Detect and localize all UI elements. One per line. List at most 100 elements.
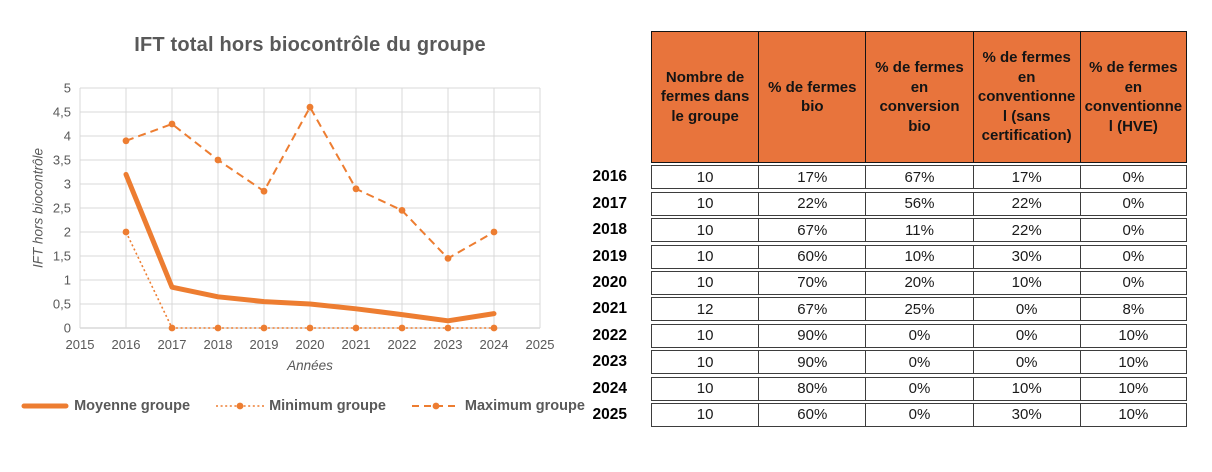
x-tick-label: 2023 [434,337,463,352]
data-point-marker [168,120,176,128]
year-label: 2017 [592,194,627,212]
data-point-marker [306,324,314,332]
table-cell: 10% [1079,402,1187,427]
table-cell: 67% [758,218,866,243]
table-cell: 70% [758,270,866,295]
table-cell: 67% [758,297,866,322]
chart-legend: Moyenne groupe Minimum groupe Maximum gr… [0,398,606,414]
x-tick-label: 2016 [112,337,141,352]
table-cell: 25% [865,297,973,322]
table-cell: 0% [1079,191,1187,216]
maximum-line-icon [411,402,460,410]
year-label: 2022 [592,326,627,344]
table-cell: 8% [1079,297,1187,322]
data-point-marker [352,324,360,332]
x-tick-label: 2019 [250,337,279,352]
table-cell: 17% [972,165,1080,190]
table-cell: 10 [651,323,759,348]
chart-title: IFT total hors biocontrôle du groupe [134,34,486,56]
table-header-cell: % de fermes en conventionnel (HVE) [1079,31,1187,163]
table-cell: 22% [758,191,866,216]
year-label: 2016 [592,168,627,186]
table-cell: 67% [865,165,973,190]
table-cell: 10 [651,376,759,401]
legend-item-moyenne: Moyenne groupe [21,398,190,414]
table-cell: 17% [758,165,866,190]
data-point-marker [260,324,268,332]
table-cell: 0% [865,402,973,427]
table-cell: 56% [865,191,973,216]
table-cell: 30% [972,402,1080,427]
x-tick-label: 2017 [158,337,187,352]
y-tick-label: 0,5 [53,297,71,312]
data-point-marker [352,185,360,193]
table-cell: 10 [651,402,759,427]
table-cell: 12 [651,297,759,322]
year-label: 2024 [592,379,627,397]
series-maximum-groupe [122,103,498,262]
y-tick-label: 0 [64,321,71,336]
data-point-marker [260,187,268,195]
table-cell: 0% [865,376,973,401]
data-point-marker [398,324,406,332]
y-tick-label: 1 [64,273,71,288]
year-label: 2020 [592,273,627,291]
data-point-marker [214,156,222,164]
table-cell: 10% [1079,323,1187,348]
table-cell: 90% [758,323,866,348]
table-header-cell: % de fermes en conversion bio [865,31,973,163]
table-cell: 90% [758,350,866,375]
table-cell: 0% [1079,165,1187,190]
table-cell: 0% [1079,270,1187,295]
table-corner-spacer [585,31,651,163]
y-tick-label: 2,5 [53,201,71,216]
legend-label: Minimum groupe [269,398,386,414]
x-tick-label: 2024 [480,337,509,352]
table-cell: 10% [1079,376,1187,401]
table-cell: 10% [1079,350,1187,375]
data-table: Nombre de fermes dans le groupe% de ferm… [585,31,1187,427]
table-cell: 20% [865,270,973,295]
legend-label: Maximum groupe [464,398,585,414]
legend-label: Moyenne groupe [74,398,191,414]
table-cell: 0% [972,350,1080,375]
table-cell: 10 [651,165,759,190]
table-cell: 10 [651,218,759,243]
table-cell: 10 [651,350,759,375]
data-point-marker [490,228,498,236]
x-tick-label: 2018 [204,337,233,352]
series-moyenne-groupe [123,171,497,324]
data-point-marker [122,137,130,145]
year-label: 2023 [592,353,627,371]
table-cell: 0% [865,323,973,348]
table-header-cell: % de fermes bio [758,31,866,163]
table-cell: 0% [865,350,973,375]
table-cell: 22% [972,218,1080,243]
table-cell: 0% [972,323,1080,348]
x-tick-label: 2025 [526,337,555,352]
table-cell: 11% [865,218,973,243]
table-cell: 0% [972,297,1080,322]
table-cell: 22% [972,191,1080,216]
y-tick-label: 4,5 [53,105,71,120]
table-cell: 10% [972,270,1080,295]
table-cell: 0% [1079,244,1187,269]
data-point-marker [444,324,452,332]
table-cell: 10 [651,270,759,295]
y-axis-ticks: 0 0,5 1 1,5 2 2,5 3 3,5 4 4,5 5 [53,81,71,336]
data-point-marker [490,324,498,332]
year-label: 2021 [592,300,627,318]
legend-item-minimum: Minimum groupe [216,398,386,414]
table-cell: 60% [758,402,866,427]
data-point-marker [168,324,176,332]
y-tick-label: 5 [64,81,71,96]
y-tick-label: 4 [64,129,71,144]
table-cell: 10% [972,376,1080,401]
y-tick-label: 3,5 [53,153,71,168]
table-cell: 60% [758,244,866,269]
x-axis-label: Années [287,358,333,373]
table-cell: 80% [758,376,866,401]
legend-item-maximum: Maximum groupe [411,398,585,414]
table-cell: 10 [651,244,759,269]
